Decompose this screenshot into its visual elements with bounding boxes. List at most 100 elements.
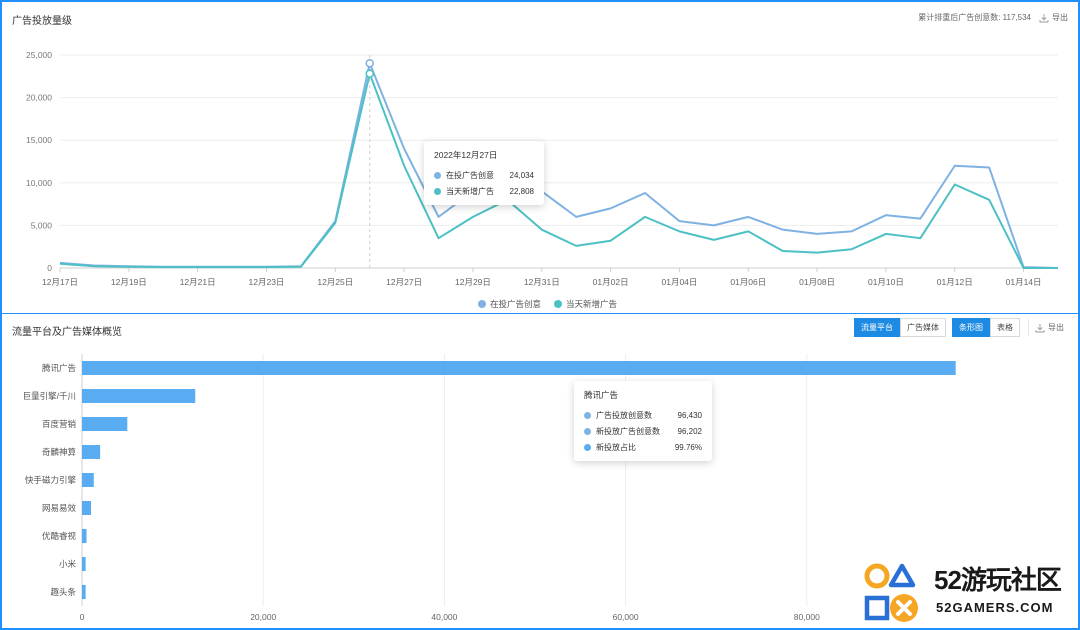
tooltip-value: 96,430 (677, 411, 702, 420)
y-category-label: 奇麟神算 (42, 447, 77, 457)
x-tick-label: 01月04日 (661, 277, 697, 287)
tooltip-date: 2022年12月27日 (434, 150, 498, 160)
download-icon (1035, 323, 1045, 332)
tooltip-row: 广告投放创意数 96,430 (584, 410, 702, 421)
tab-table[interactable]: 表格 (990, 318, 1020, 337)
tooltip-category: 腾讯广告 (584, 390, 619, 400)
site-watermark: 52游玩社区 52GAMERS.COM (862, 558, 1080, 630)
highlight-point (365, 58, 374, 68)
x-tick-label: 20,000 (250, 612, 276, 622)
view-switch: 条形图 表格 (952, 318, 1020, 337)
bar-chart-tooltip: 腾讯广告 广告投放创意数 96,430 新投放广告创意数 96,202 新投放占… (574, 381, 712, 461)
bar (82, 361, 956, 375)
y-category-label: 快手磁力引擎 (25, 475, 77, 485)
bar-chart: 0 20,000 40,000 60,000 80,000腾讯广告巨量引擎/千川百度营销… (23, 354, 956, 622)
total-creatives-label: 累计排重后广告创意数: 117,534 (918, 13, 1031, 22)
x-tick-label: 40,000 (431, 612, 457, 622)
metric-dot (584, 444, 591, 451)
tab-ad-media[interactable]: 广告媒体 (900, 318, 946, 337)
y-tick-label: 5,000 (31, 220, 53, 230)
y-category-label: 巨量引擎/千川 (23, 391, 76, 401)
x-tick-label: 01月10日 (868, 277, 904, 287)
line-chart: 0 5,000 10,000 15,000 20,000 25,000 12月17日 12月1… (26, 50, 1059, 309)
legend-marker (554, 300, 562, 308)
y-category-label: 腾讯广告 (42, 363, 76, 373)
x-tick-label: 12月21日 (180, 277, 216, 287)
series-dot-teal (434, 188, 441, 195)
bar (82, 529, 87, 543)
export-label-top: 导出 (1052, 13, 1068, 22)
platform-overview-panel: 流量平台及广告媒体概览 流量平台 广告媒体 条形图 表格 导出 0 20,000 4… (0, 313, 1080, 630)
watermark-logo-icon (864, 563, 918, 622)
bar (82, 585, 86, 599)
y-category-label: 趣头条 (50, 587, 76, 597)
legend-marker (478, 300, 486, 308)
x-tick-label: 12月31日 (524, 277, 560, 287)
series-dot-blue (434, 172, 441, 179)
top-actions: 累计排重后广告创意数: 117,534 导出 (918, 12, 1068, 23)
x-tick-label: 12月25日 (317, 277, 353, 287)
bar (82, 557, 86, 571)
y-tick-label: 20,000 (26, 93, 52, 103)
y-category-label: 小米 (59, 559, 77, 569)
line-chart-tooltip: 2022年12月27日 在投广告创意 24,034 当天新增广告 22,808 (424, 141, 544, 205)
tooltip-label: 当天新增广告 (446, 187, 494, 196)
tooltip-label: 新投放广告创意数 (596, 427, 660, 436)
y-tick-label: 10,000 (26, 178, 52, 188)
tooltip-label: 新投放占比 (596, 443, 636, 452)
tooltip-value: 99.76% (674, 443, 702, 452)
x-tick-label: 01月12日 (937, 277, 973, 287)
tab-traffic-platform[interactable]: 流量平台 (854, 318, 900, 337)
bar (82, 445, 101, 459)
y-category-label: 优酷睿视 (42, 531, 77, 541)
metric-dot (584, 412, 591, 419)
x-tick-label: 0 (80, 612, 85, 622)
x-tick-label: 01月14日 (1006, 277, 1042, 287)
highlight-point (365, 69, 374, 78)
download-icon (1039, 13, 1049, 22)
watermark-text-cn: 52游玩社区 (934, 565, 1062, 595)
y-category-label: 网易易效 (42, 503, 77, 513)
y-tick-label: 0 (47, 263, 52, 273)
watermark-text-en: 52GAMERS.COM (936, 600, 1054, 615)
metric-dot (584, 428, 591, 435)
tooltip-row: 新投放占比 99.76% (584, 442, 702, 453)
tooltip-value: 96,202 (677, 427, 702, 436)
y-category-label: 百度营销 (42, 419, 77, 429)
export-button-bottom[interactable]: 导出 (1028, 319, 1070, 336)
legend-label: 在投广告创意 (490, 299, 541, 309)
x-tick-label: 12月27日 (386, 277, 422, 287)
x-tick-label: 12月23日 (249, 277, 285, 287)
export-button-top[interactable]: 导出 (1039, 12, 1068, 23)
tooltip-row: 当天新增广告 22,808 (434, 186, 534, 197)
dimension-switch: 流量平台 广告媒体 (854, 318, 946, 337)
tooltip-value: 24,034 (509, 171, 534, 180)
tooltip-value: 22,808 (509, 187, 534, 196)
x-tick-label: 01月06日 (730, 277, 766, 287)
bar (82, 501, 92, 515)
y-tick-label: 15,000 (26, 135, 52, 145)
bar (82, 389, 196, 403)
chart-legend: 在投广告创意 当天新增广告 (478, 299, 617, 309)
x-tick-label: 01月08日 (799, 277, 835, 287)
x-tick-label: 01月02日 (593, 277, 629, 287)
x-tick-label: 12月17日 (42, 277, 78, 287)
x-tick-label: 80,000 (794, 612, 820, 622)
legend-label: 当天新增广告 (566, 299, 617, 309)
y-tick-label: 25,000 (26, 50, 52, 60)
x-tick-label: 12月19日 (111, 277, 147, 287)
tooltip-label: 广告投放创意数 (596, 411, 652, 420)
series-line (59, 72, 1058, 269)
export-label-bottom: 导出 (1048, 323, 1064, 332)
bar (82, 473, 94, 487)
ad-volume-title: 广告投放量级 (12, 16, 72, 27)
tooltip-row: 新投放广告创意数 96,202 (584, 426, 702, 437)
x-tick-label: 12月29日 (455, 277, 491, 287)
platform-overview-title: 流量平台及广告媒体概览 (12, 327, 122, 338)
tooltip-row: 在投广告创意 24,034 (434, 170, 534, 181)
tab-bar-chart[interactable]: 条形图 (952, 318, 990, 337)
bottom-actions: 流量平台 广告媒体 条形图 表格 导出 (848, 318, 1070, 337)
x-tick-label: 60,000 (613, 612, 639, 622)
ad-volume-panel: 广告投放量级 累计排重后广告创意数: 117,534 导出 0 5,000 10,0… (0, 0, 1080, 314)
tooltip-label: 在投广告创意 (446, 171, 494, 180)
